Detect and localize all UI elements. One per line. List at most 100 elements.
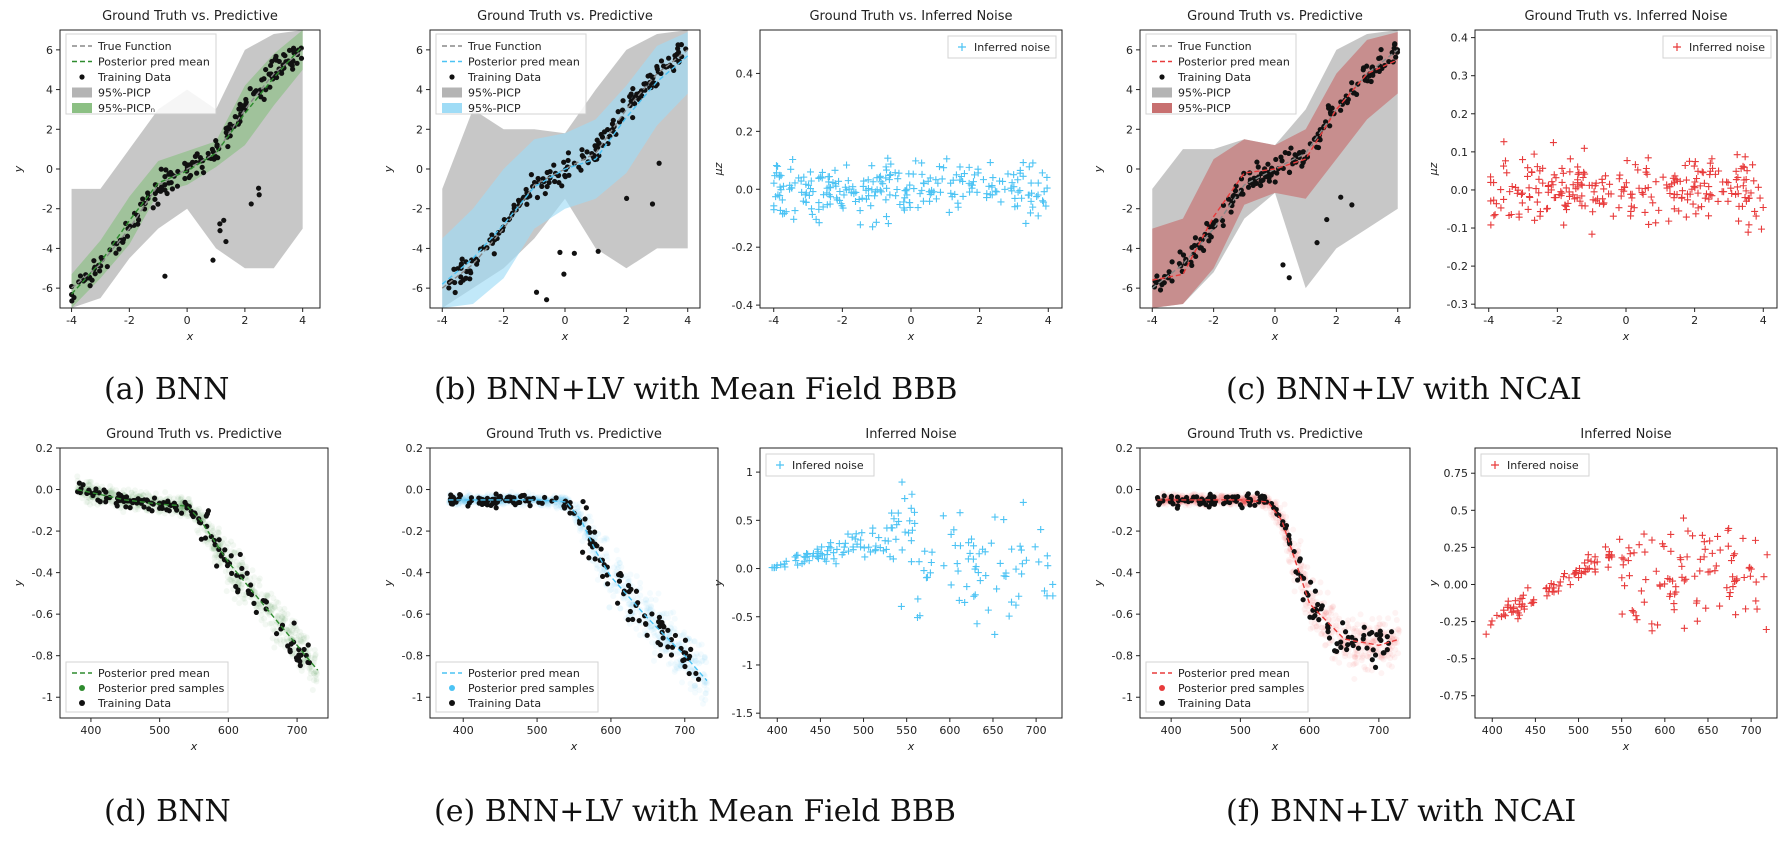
plot-frame (1474, 29, 1778, 309)
posterior-sample (253, 604, 260, 611)
training-point (599, 573, 606, 580)
posterior-sample (261, 615, 268, 622)
training-point (580, 498, 586, 505)
noise-marker (1627, 207, 1635, 215)
posterior-sample (120, 509, 127, 516)
noise-marker (1573, 194, 1581, 202)
noise-marker (1670, 194, 1678, 202)
noise-marker (1667, 547, 1675, 555)
posterior-sample (694, 653, 701, 660)
y-tick-label: -0.2 (732, 241, 753, 254)
posterior-sample (286, 635, 293, 642)
y-tick-label: 4 (46, 84, 53, 97)
training-point (1169, 278, 1175, 284)
noise-marker (1682, 213, 1690, 221)
noise-marker (1714, 197, 1722, 205)
noise-marker (882, 163, 890, 171)
noise-marker (789, 155, 797, 163)
noise-marker (893, 521, 901, 529)
noise-marker (907, 537, 915, 545)
x-tick-label: 650 (1697, 724, 1718, 737)
posterior-sample (678, 679, 685, 686)
training-point (162, 273, 168, 279)
x-tick-label: 2 (241, 314, 248, 327)
training-point (527, 503, 533, 509)
training-point (539, 500, 545, 506)
legend-box (435, 33, 587, 115)
posterior-sample (298, 632, 305, 639)
noise-marker (786, 181, 794, 189)
legend-label: Posterior pred mean (98, 56, 210, 69)
training-point (512, 502, 518, 508)
posterior-sample (129, 493, 136, 500)
noise-marker (1641, 208, 1649, 216)
training-point (695, 676, 702, 682)
training-point (649, 201, 656, 207)
noise-marker (1566, 168, 1574, 176)
posterior-sample (228, 578, 235, 585)
posterior-sample (134, 506, 141, 513)
noise-marker (1033, 193, 1041, 201)
y-tick-label: 0.0 (1116, 484, 1134, 497)
training-point (141, 504, 147, 510)
y-tick-label: -0.4 (732, 299, 753, 312)
posterior-sample (303, 634, 310, 641)
noise-marker (1566, 192, 1574, 200)
noise-marker (872, 218, 880, 226)
training-point (165, 498, 171, 504)
noise-marker (1550, 171, 1558, 179)
noise-marker (1016, 187, 1024, 195)
noise-marker (1724, 197, 1732, 205)
posterior-sample (107, 487, 114, 494)
posterior-sample (298, 638, 305, 645)
legend-label: Training Data (97, 697, 171, 710)
training-point (127, 223, 133, 229)
posterior-sample (108, 488, 115, 495)
noise-marker (1742, 187, 1750, 195)
chart-title: Ground Truth vs. Predictive (1187, 427, 1363, 442)
noise-marker (979, 176, 987, 184)
x-tick-label: -2 (1208, 314, 1219, 327)
noise-marker (1565, 574, 1573, 582)
noise-marker (802, 198, 810, 206)
y-tick-label: -2 (412, 203, 423, 216)
training-point (511, 202, 517, 208)
x-tick-label: 4 (1760, 314, 1767, 327)
legend-label: True Function (467, 40, 542, 53)
noise-marker (1732, 190, 1740, 198)
noise-marker (782, 208, 790, 216)
noise-marker (1739, 182, 1747, 190)
noise-marker (855, 195, 863, 203)
posterior-sample (1350, 661, 1357, 668)
posterior-sample (312, 652, 319, 659)
training-point (1223, 494, 1229, 500)
posterior-sample (690, 638, 697, 645)
posterior-sample (146, 492, 153, 499)
training-point (174, 183, 181, 189)
legend-label: Training Data (467, 71, 541, 84)
noise-marker (1652, 178, 1660, 186)
training-point (288, 641, 294, 647)
noise-marker (858, 529, 866, 537)
training-point (200, 169, 207, 176)
noise-marker (831, 166, 839, 174)
y-tick-label: -4 (1122, 242, 1133, 255)
posterior-sample (1378, 670, 1385, 677)
training-point (579, 152, 585, 159)
posterior-sample (198, 511, 205, 518)
noise-marker (1519, 591, 1527, 599)
training-point (533, 289, 540, 295)
training-point (194, 170, 200, 176)
training-point (1327, 109, 1334, 116)
noise-marker (1746, 572, 1754, 580)
training-point (228, 553, 234, 559)
training-point (535, 175, 541, 182)
noise-marker (1029, 159, 1037, 167)
noise-marker (1640, 598, 1648, 606)
noise-marker (1698, 531, 1706, 539)
noise-marker (1619, 561, 1627, 569)
y-tick-label: -0.4 (1112, 567, 1133, 580)
noise-marker (1689, 200, 1697, 208)
posterior-sample (557, 494, 564, 501)
